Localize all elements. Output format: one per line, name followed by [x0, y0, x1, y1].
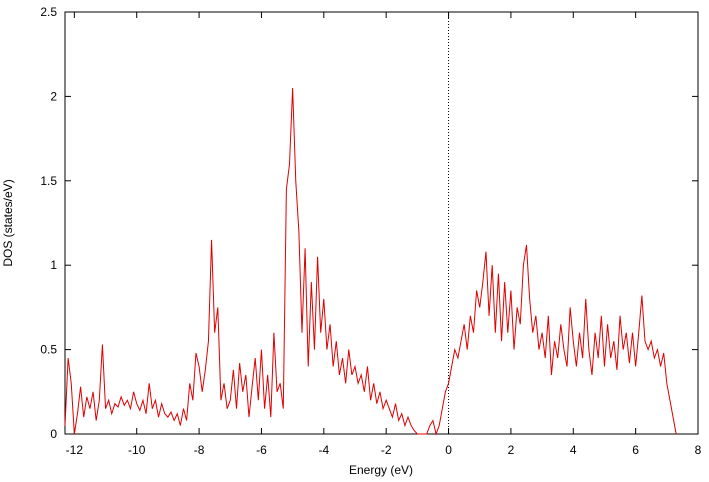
x-tick-label: 6	[632, 443, 639, 457]
x-tick-label: -2	[381, 443, 392, 457]
x-axis-label: Energy (eV)	[349, 463, 413, 477]
y-tick-label: 1.5	[40, 174, 57, 188]
dos-line	[64, 87, 677, 436]
y-tick-label: 2	[50, 89, 57, 103]
y-tick-label: 1	[50, 258, 57, 272]
x-tick-label: -6	[256, 443, 267, 457]
x-tick-label: -10	[128, 443, 146, 457]
x-tick-label: 0	[445, 443, 452, 457]
y-tick-label: 0.5	[40, 343, 57, 357]
x-tick-label: -4	[318, 443, 329, 457]
y-tick-label: 2.5	[40, 5, 57, 19]
x-tick-label: 4	[570, 443, 577, 457]
y-axis-label: DOS (states/eV)	[1, 179, 15, 266]
plot-frame	[64, 11, 699, 435]
x-tick-label: 2	[508, 443, 515, 457]
x-tick-label: 8	[695, 443, 702, 457]
x-tick-label: -12	[66, 443, 84, 457]
x-tick-label: -8	[194, 443, 205, 457]
y-tick-label: 0	[50, 427, 57, 441]
